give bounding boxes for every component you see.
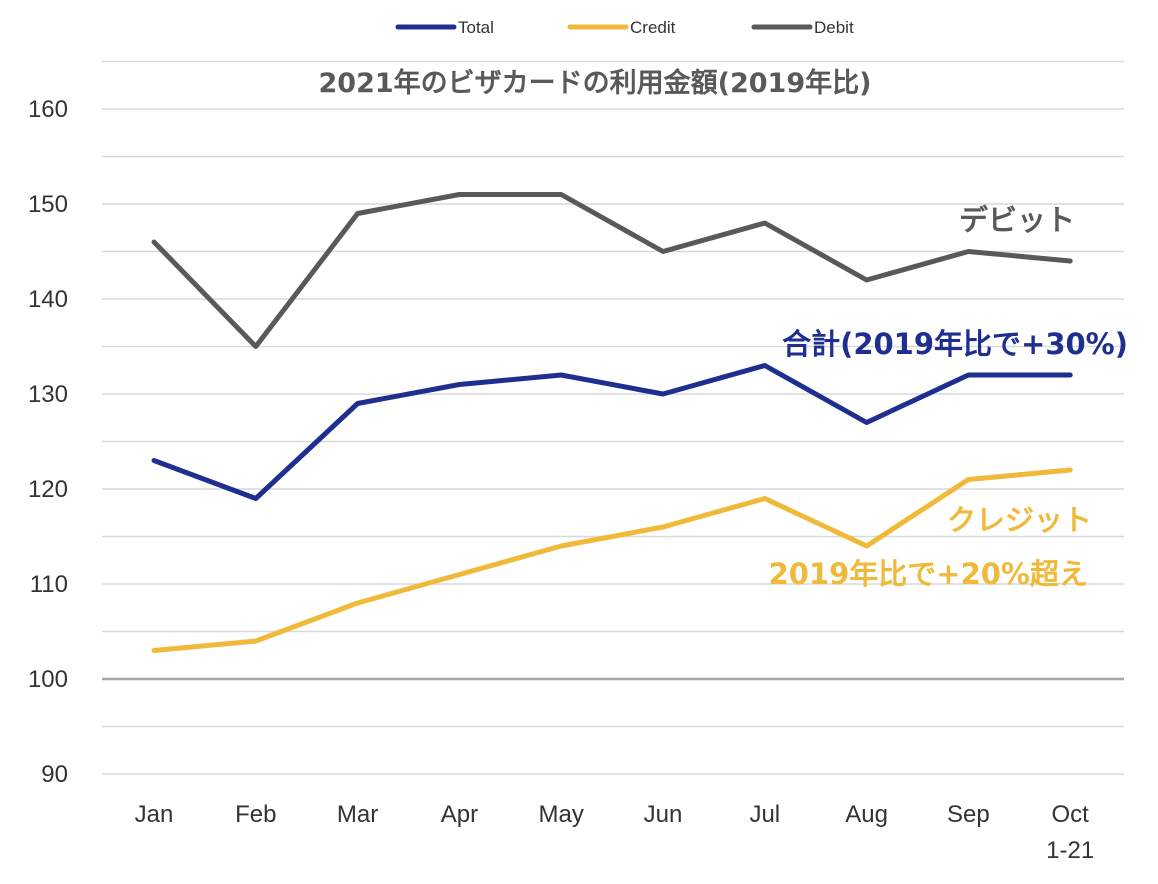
y-tick-label: 100 <box>28 666 68 693</box>
y-tick-label: 160 <box>28 96 68 123</box>
y-tick-label: 90 <box>41 761 68 788</box>
y-tick-label: 140 <box>28 286 68 313</box>
x-tick-sublabel: 1-21 <box>1046 837 1094 864</box>
x-tick-label: Sep <box>947 801 990 828</box>
series-line-total <box>151 363 1073 501</box>
x-tick-label: Jul <box>749 801 780 828</box>
series-line-credit <box>151 467 1073 653</box>
grid-lines <box>102 60 1124 775</box>
legend-label-debit: Debit <box>814 18 854 37</box>
annotation-total: 合計(2019年比で+30%) <box>782 327 1128 361</box>
legend-label-credit: Credit <box>630 18 676 37</box>
annotation-credit-line2: 2019年比で+20%超え <box>769 557 1088 591</box>
x-axis-ticks: Jan Feb Mar Apr May Jun Jul Aug Sep Oct 1-21 <box>135 801 1095 864</box>
series-lines <box>151 192 1073 653</box>
x-tick-label: Jan <box>135 801 174 828</box>
x-tick-label: Oct <box>1052 801 1090 828</box>
y-tick-label: 120 <box>28 476 68 503</box>
x-tick-label: Aug <box>845 801 888 828</box>
y-tick-label: 150 <box>28 191 68 218</box>
chart-title: 2021年のビザカードの利用金額(2019年比) <box>319 67 872 99</box>
series-line-debit <box>151 192 1073 349</box>
x-tick-label: Mar <box>337 801 378 828</box>
x-tick-label: Jun <box>644 801 683 828</box>
legend-label-total: Total <box>458 18 494 37</box>
y-axis-ticks: 90 100 110 120 130 140 150 160 <box>28 96 68 788</box>
annotation-credit-line1: クレジット <box>947 503 1092 537</box>
annotation-debit: デビット <box>959 203 1075 237</box>
y-tick-label: 110 <box>30 571 68 598</box>
x-tick-label: Feb <box>235 801 276 828</box>
x-tick-label: May <box>539 801 584 828</box>
legend: Total Credit Debit <box>395 18 854 37</box>
y-tick-label: 130 <box>28 381 68 408</box>
x-tick-label: Apr <box>441 801 478 828</box>
